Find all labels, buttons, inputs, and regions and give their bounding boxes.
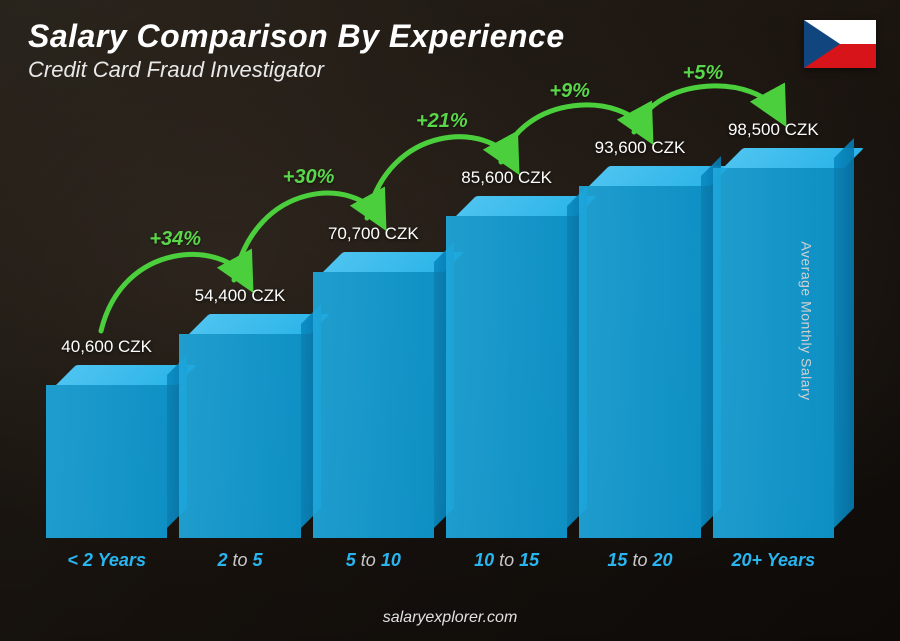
- bar: [579, 166, 700, 538]
- growth-pct-label: +5%: [683, 62, 724, 85]
- bar-group: 70,700 CZK 5 to 10: [313, 224, 434, 571]
- chart-container: Salary Comparison By Experience Credit C…: [0, 0, 900, 641]
- bar-value-label: 93,600 CZK: [595, 138, 686, 158]
- bar-value-label: 54,400 CZK: [195, 286, 286, 306]
- bar-group: 40,600 CZK < 2 Years: [46, 337, 167, 571]
- bar-x-label: 2 to 5: [217, 550, 262, 571]
- y-axis-label: Average Monthly Salary: [798, 241, 814, 400]
- bar: [446, 196, 567, 538]
- bar: [179, 314, 300, 538]
- bar-value-label: 98,500 CZK: [728, 120, 819, 140]
- flag-czech-icon: [804, 20, 876, 68]
- bar-x-label: < 2 Years: [67, 550, 146, 571]
- bar-group: 98,500 CZK 20+ Years: [713, 120, 834, 571]
- bar-group: 85,600 CZK 10 to 15: [446, 168, 567, 571]
- chart-area: 40,600 CZK < 2 Years 54,400 CZK 2 to 5 70,70…: [40, 120, 840, 571]
- page-subtitle: Credit Card Fraud Investigator: [28, 57, 565, 83]
- bar: [313, 252, 434, 538]
- bar-x-label: 10 to 15: [474, 550, 539, 571]
- footer-credit: salaryexplorer.com: [0, 609, 900, 627]
- page-title: Salary Comparison By Experience: [28, 18, 565, 55]
- bar-value-label: 40,600 CZK: [61, 337, 152, 357]
- header: Salary Comparison By Experience Credit C…: [28, 18, 565, 83]
- bar-x-label: 15 to 20: [607, 550, 672, 571]
- bar: [713, 148, 834, 538]
- bar-value-label: 85,600 CZK: [461, 168, 552, 188]
- bar-value-label: 70,700 CZK: [328, 224, 419, 244]
- bar: [46, 365, 167, 538]
- bar-group: 54,400 CZK 2 to 5: [179, 286, 300, 571]
- growth-pct-label: +9%: [549, 80, 590, 103]
- bar-x-label: 20+ Years: [732, 550, 816, 571]
- bar-group: 93,600 CZK 15 to 20: [579, 138, 700, 571]
- bar-x-label: 5 to 10: [346, 550, 401, 571]
